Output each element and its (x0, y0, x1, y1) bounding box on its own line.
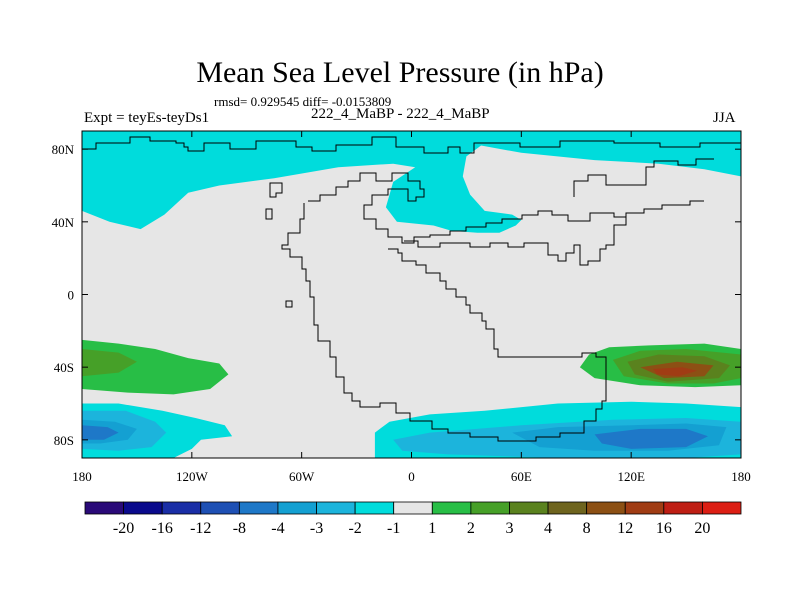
coastline-layer (82, 136, 741, 442)
colorbar-label: -20 (113, 520, 134, 537)
contour-region-8 (594, 428, 708, 449)
x-tick-label: 0 (408, 469, 415, 484)
statistics-label: rmsd= 0.929545 diff= -0.0153809 (214, 94, 392, 109)
colorbar-label: 20 (694, 520, 710, 537)
contour-region-11 (82, 349, 137, 377)
y-tick-label: 80N (52, 142, 75, 157)
coastline-gulf (404, 217, 627, 266)
season-label: JJA (713, 110, 736, 126)
colorbar: -20 -16 -12 -8 -4 -3 -2 -1 1 2 3 4 8 12 16 20 (84, 501, 742, 537)
colorbar-label: -1 (387, 520, 400, 537)
x-tick-label: 180 (72, 469, 92, 484)
colorbar-label: -8 (233, 520, 246, 537)
colorbar-label: 1 (428, 520, 436, 537)
coastline-island-2 (269, 182, 283, 198)
colorbar-label: -12 (190, 520, 211, 537)
coastline-east-peninsula (573, 158, 714, 197)
colorbar-label: -4 (271, 520, 284, 537)
colorbar-swatch (200, 501, 240, 515)
coastline-island-3 (285, 300, 293, 308)
colorbar-swatch (509, 501, 549, 515)
colorbar-swatch (161, 501, 202, 515)
colorbar-swatch (354, 501, 395, 515)
y-tick-label: 40N (52, 215, 75, 230)
colorbar-label: 4 (544, 520, 552, 537)
colorbar-label: 8 (583, 520, 591, 537)
x-tick-label: 60W (289, 469, 315, 484)
colorbar-label: 3 (505, 520, 513, 537)
x-tick-label: 120E (617, 469, 645, 484)
colorbar-label: -3 (310, 520, 323, 537)
page-title: Mean Sea Level Pressure (in hPa) (196, 56, 604, 89)
colorbar-swatch (123, 501, 163, 515)
colorbar-swatch (663, 501, 703, 515)
colorbar-label: -2 (348, 520, 361, 537)
y-tick-label: 0 (68, 288, 75, 303)
colorbar-label: -16 (152, 520, 173, 537)
colorbar-swatch (702, 501, 742, 515)
colorbar-swatch (470, 501, 510, 515)
experiment-label: Expt = teyEs-teyDs1 (84, 110, 210, 126)
colorbar-swatch (547, 501, 588, 515)
contour-region-15 (653, 367, 698, 377)
coastline-supercontinent-south (281, 203, 607, 442)
colorbar-swatch (238, 501, 279, 515)
x-tick-label: 60E (511, 469, 532, 484)
colorbar-swatch (393, 501, 433, 515)
colorbar-swatch (316, 501, 356, 515)
coastline-supercontinent-north (308, 172, 704, 244)
y-tick-label: 40S (54, 360, 74, 375)
contour-region-7 (82, 425, 119, 440)
colorbar-label: 12 (617, 520, 633, 537)
axis-ticks: 180 120W 60W 0 60E 120E 180 80N 40N 0 40S 80S (52, 131, 751, 484)
colorbar-label: 16 (656, 520, 672, 537)
contour-region-0 (82, 131, 741, 233)
x-tick-label: 180 (731, 469, 751, 484)
colorbar-swatch (84, 501, 124, 515)
coastline-polar-north (82, 136, 741, 154)
colorbar-swatch (586, 501, 626, 515)
colorbar-swatch (624, 501, 665, 515)
colorbar-swatch (431, 501, 472, 515)
coastline-island-1 (265, 208, 273, 220)
comparison-label: 222_4_MaBP - 222_4_MaBP (311, 106, 490, 122)
colorbar-label: 2 (467, 520, 475, 537)
y-tick-label: 80S (54, 433, 74, 448)
colorbar-swatch (277, 501, 317, 515)
x-tick-label: 120W (176, 469, 209, 484)
contour-fill-layer (82, 131, 741, 458)
